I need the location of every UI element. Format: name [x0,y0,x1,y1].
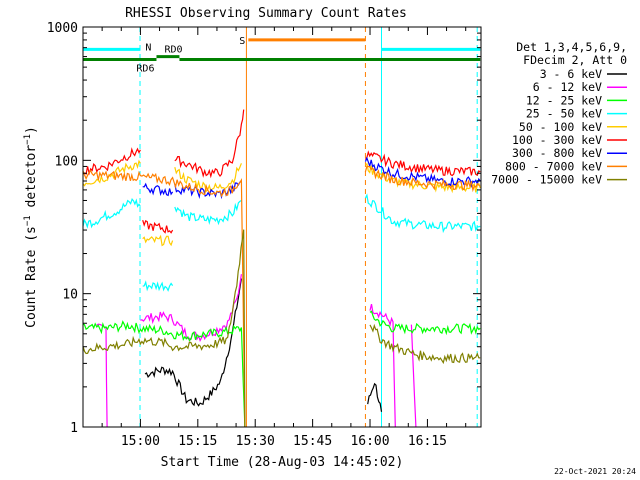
flag-rd0: RD0 [156,45,183,59]
series-line-25-50-kev-1 [142,280,174,292]
x-axis: 15:00 15:15 15:30 15:45 16:00 16:15 [101,27,467,449]
series-3-6-kev [144,278,383,412]
legend-label-25-50-kev: 25 - 50 keV [526,107,602,121]
series-line-50-100-kev-1 [142,234,174,247]
y-axis-label-sup-2: −1 [23,134,33,145]
legend-label-100-300-kev: 100 - 300 keV [512,133,602,147]
y-axis-label: Count Rate (s−1 detector−1) [23,126,39,328]
series-line-300-800-kev-2 [364,156,481,189]
x-tick-label-15-00: 15:00 [121,434,160,449]
series-line-25-50-kev-0 [82,198,141,229]
plot-area: N S RD0 RD6 [82,27,481,428]
series-300-800-kev [142,156,481,200]
generation-timestamp: 22-Oct-2021 20:24 [554,467,636,476]
series-line-12-25-kev-0 [82,320,246,428]
y-tick-label-10: 10 [62,288,78,303]
series-line-800-7000-kev-0 [82,169,246,428]
series-line-100-300-kev-0 [82,147,141,176]
y-axis-label-mid: detector [24,145,39,216]
flag-n: N [83,42,481,53]
series-line-7000-15000-kev-1 [369,323,481,365]
chart-title: RHESSI Observing Summary Count Rates [125,6,407,21]
legend-header-line-2: FDecim 2, Att 0 [523,53,627,67]
legend: Det 1,3,4,5,6,9, FDecim 2, Att 0 3 - 6 k… [491,40,627,187]
legend-label-7000-15000-kev: 7000 - 15000 keV [491,173,602,187]
series-50-100-kev [82,159,481,247]
flag-s: S [239,36,366,47]
y-axis: 1 10 100 1000 [47,21,481,436]
series-line-6-12-kev-2 [369,303,396,428]
series-line-800-7000-kev-1 [364,165,481,193]
series-line-12-25-kev-1 [369,310,481,336]
x-tick-label-15-45: 15:45 [293,434,332,449]
legend-label-50-100-kev: 50 - 100 keV [519,120,602,134]
series-25-50-kev [82,193,481,292]
legend-label-3-6-kev: 3 - 6 keV [540,67,602,81]
series-line-100-300-kev-2 [174,109,245,179]
series-line-7000-15000-kev-0 [82,229,246,428]
x-tick-label-15-15: 15:15 [178,434,217,449]
series-line-6-12-kev-0 [96,323,108,428]
y-tick-label-1000: 1000 [47,21,78,36]
legend-label-12-25-kev: 12 - 25 keV [526,93,602,107]
x-tick-label-16-15: 16:15 [408,434,447,449]
series-line-100-300-kev-3 [364,150,481,177]
flag-label-rd6: RD6 [136,64,154,75]
flag-label-rd0: RD0 [164,45,182,56]
y-axis-label-main: Count Rate (s [24,226,39,328]
series-line-300-800-kev-0 [142,182,174,197]
series-line-25-50-kev-2 [174,199,242,226]
series-100-300-kev [82,109,481,234]
x-axis-label: Start Time (28-Aug-03 14:45:02) [161,455,404,470]
y-tick-label-1: 1 [70,421,78,436]
flag-label-s: S [239,36,245,47]
series-line-3-6-kev-1 [367,382,383,412]
flag-label-n: N [145,42,151,53]
series-12-25-kev [82,310,481,428]
series-line-6-12-kev-3 [410,324,417,428]
series-line-100-300-kev-1 [142,219,174,234]
y-axis-label-sup-1: −1 [23,215,33,226]
series-line-3-6-kev-0 [144,278,242,407]
y-axis-label-end: ) [24,126,39,134]
series-line-50-100-kev-0 [82,159,141,187]
legend-header-line-1: Det 1,3,4,5,6,9, [516,40,627,54]
series-800-7000-kev [82,165,481,428]
series-7000-15000-kev [82,229,481,428]
legend-label-800-7000-kev: 800 - 7000 keV [505,159,602,173]
x-tick-label-16-00: 16:00 [350,434,389,449]
plot-frame [82,26,482,428]
legend-label-6-12-kev: 6 - 12 keV [533,80,602,94]
flag-rd6: RD6 [83,58,481,75]
x-tick-label-15-30: 15:30 [236,434,275,449]
legend-label-300-800-kev: 300 - 800 keV [512,146,602,160]
y-tick-label-100: 100 [55,154,78,169]
series-line-300-800-kev-1 [174,180,242,200]
series-line-25-50-kev-3 [364,193,481,234]
